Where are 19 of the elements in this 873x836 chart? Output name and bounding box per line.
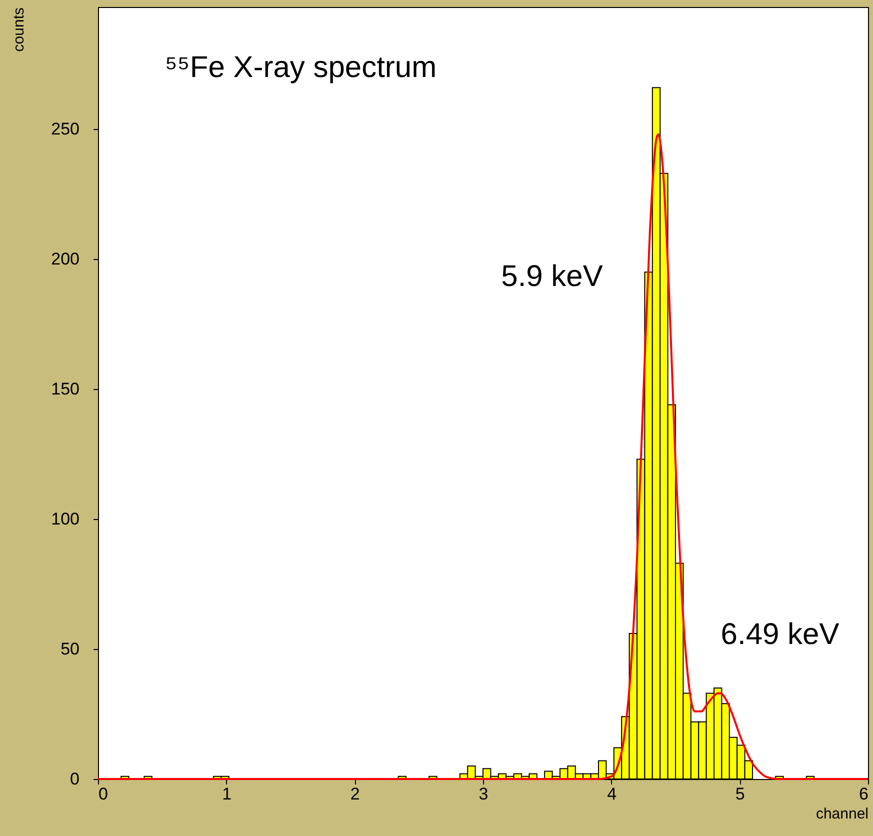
y-tick-label: 250: [51, 120, 80, 139]
y-tick-label: 0: [70, 770, 80, 788]
y-tick-label: 200: [51, 250, 80, 269]
annotation: 5.9 keV: [501, 260, 603, 293]
x-tick-label: 1: [222, 784, 232, 804]
y-axis-title: counts: [10, 8, 28, 52]
x-tick-label: 2: [350, 784, 360, 804]
x-tick-label: 6: [859, 784, 868, 804]
y-tick-label: 50: [60, 640, 80, 659]
x-tick-label: 4: [607, 784, 617, 804]
x-tick-label: 5: [735, 784, 745, 804]
y-tick-label: 100: [51, 510, 80, 529]
annotation: 6.49 keV: [720, 618, 840, 651]
x-tick-label: 0: [98, 784, 108, 804]
x-tick-label: 3: [478, 784, 488, 804]
line-series: [97, 133, 869, 780]
text: ⁵⁵Fe X-ray spectrum: [165, 51, 437, 84]
x-axis-title: channel: [816, 806, 868, 822]
y-tick-label: 150: [51, 380, 80, 399]
